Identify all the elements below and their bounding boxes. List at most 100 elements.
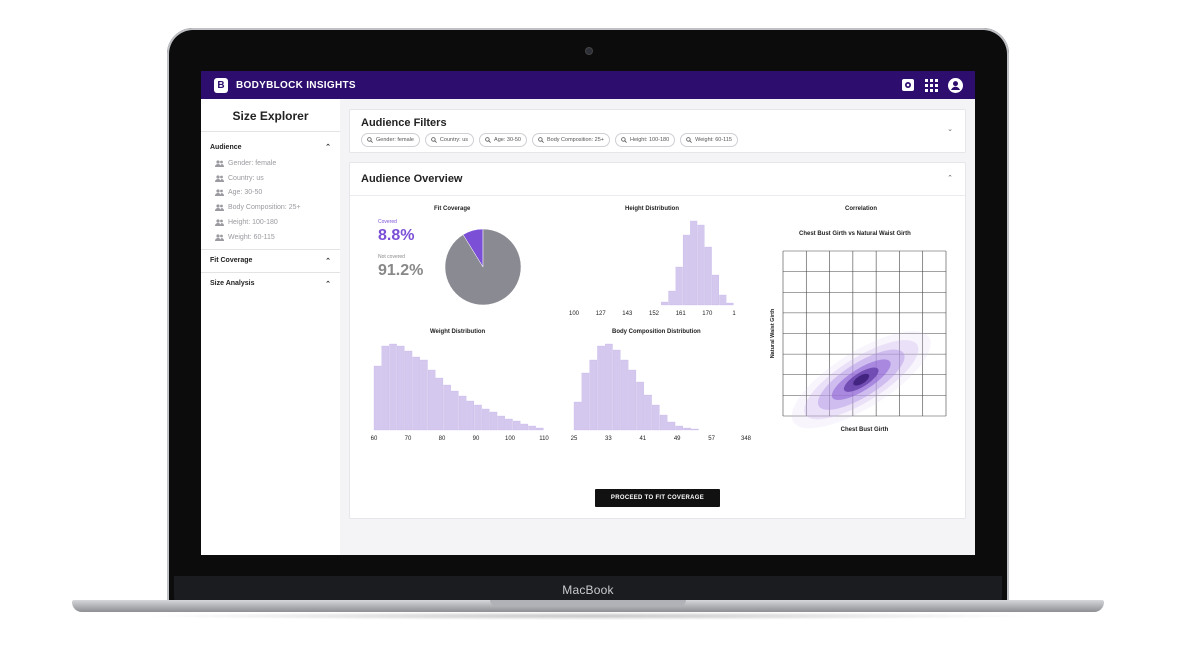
histogram-bar [589, 359, 598, 431]
section-label: Audience [210, 143, 242, 151]
histogram-bar [404, 350, 413, 431]
filter-chip-weight[interactable]: Weight: 60-115 [680, 133, 738, 147]
density-region [853, 373, 870, 386]
chevron-up-icon[interactable]: ⌃ [325, 144, 331, 151]
people-icon [215, 234, 224, 241]
sidebar-item-weight[interactable]: Weight: 60-115 [201, 230, 340, 245]
chip-label: Weight: 60-115 [695, 137, 732, 143]
settings-icon[interactable] [900, 78, 915, 93]
chip-label: Age: 30-50 [494, 137, 521, 143]
tick-label: 80 [439, 436, 446, 442]
histogram-bar [381, 345, 390, 431]
tick-label: 60 [371, 436, 378, 442]
filter-chip-age[interactable]: Age: 30-50 [479, 133, 527, 147]
search-icon [485, 137, 491, 143]
height-distribution-title: Height Distribution [625, 206, 679, 212]
sidebar-title: Size Explorer [232, 109, 309, 123]
sidebar-item-age[interactable]: Age: 30-50 [201, 186, 340, 201]
app-header: B BODYBLOCK INSIGHTS [201, 71, 975, 99]
tick-label: 348 [741, 436, 752, 442]
laptop-base [72, 600, 1104, 612]
device-brand: MacBook [562, 583, 614, 597]
proceed-to-fit-coverage-button[interactable]: PROCEED TO FIT COVERAGE [595, 489, 720, 507]
filter-chip-height[interactable]: Height: 100-180 [615, 133, 676, 147]
histogram-bar [691, 428, 699, 431]
apps-grid-icon[interactable] [924, 78, 939, 93]
filter-chip-country[interactable]: Country: us [424, 133, 475, 147]
tick-label: 90 [473, 436, 480, 442]
people-icon [215, 175, 224, 182]
filter-chip-body-composition[interactable]: Body Composition: 25+ [531, 133, 610, 147]
sidebar-item-gender[interactable]: Gender: female [201, 156, 340, 171]
sidebar-item-label: Weight: 60-115 [228, 233, 275, 241]
filter-chip-gender[interactable]: Gender: female [361, 133, 420, 147]
histogram-bar [682, 234, 690, 306]
search-icon [621, 137, 627, 143]
sidebar-item-label: Gender: female [228, 159, 277, 167]
histogram-bar [466, 400, 475, 431]
histogram-bar [668, 290, 676, 306]
histogram-bar [489, 411, 498, 431]
filter-chips: Gender: female Country: us Age: 30-50 Bo… [361, 133, 738, 147]
tick-label: 161 [676, 311, 687, 317]
tick-label: 41 [639, 436, 646, 442]
tick-label: 143 [622, 311, 633, 317]
histogram-bar [704, 246, 712, 306]
histogram-bar [712, 274, 719, 306]
tick-label: 127 [596, 311, 607, 317]
laptop-notch [490, 600, 686, 606]
chip-label: Height: 100-180 [630, 137, 670, 143]
histogram-bar [397, 345, 405, 431]
sidebar-item-height[interactable]: Height: 100-180 [201, 215, 340, 230]
divider [201, 248, 340, 250]
histogram-bar [520, 423, 529, 431]
correlation-scatter-chart: Chest Bust Girth Natural Waist Girth [770, 250, 947, 433]
tick-label: 33 [605, 436, 612, 442]
sidebar-section-size-analysis[interactable]: Size Analysis ⌃ [201, 277, 340, 291]
chevron-up-icon[interactable]: ⌃ [947, 175, 953, 182]
tick-label: 170 [702, 311, 713, 317]
histogram-bar [528, 425, 536, 431]
histogram-bar [726, 302, 734, 306]
people-icon [215, 160, 224, 167]
histogram-bar [581, 372, 590, 431]
chip-label: Gender: female [376, 137, 414, 143]
sidebar-section-audience[interactable]: Audience ⌃ [201, 140, 340, 154]
sidebar-item-country[interactable]: Country: us [201, 171, 340, 186]
histogram-bar [620, 359, 629, 431]
divider [201, 271, 340, 273]
histogram-bar [667, 421, 676, 431]
app-logo[interactable]: B [214, 77, 228, 93]
sidebar-item-label: Age: 30-50 [228, 189, 263, 197]
histogram-bar [690, 220, 698, 306]
bottom-bezel: MacBook [174, 576, 1002, 602]
body-composition-distribution-chart: 25 33 41 49 57 348 [571, 343, 752, 442]
tick-label: 110 [539, 436, 549, 442]
account-icon[interactable] [948, 77, 963, 93]
x-axis-label: Chest Bust Girth [841, 427, 889, 433]
histogram-bar [605, 343, 613, 431]
chevron-up-icon[interactable]: ⌃ [325, 280, 331, 288]
people-icon [215, 219, 224, 227]
sidebar-section-fit-coverage[interactable]: Fit Coverage ⌃ [201, 254, 340, 268]
histogram-bar [652, 404, 660, 431]
chevron-down-icon[interactable]: ⌄ [947, 126, 953, 133]
base-shadow [140, 612, 1040, 620]
histogram-bar [683, 427, 691, 431]
search-icon [686, 137, 693, 143]
histogram-bar [636, 381, 644, 431]
tick-label: 1 [732, 311, 736, 317]
sidebar: Size Explorer Audience ⌃ Gender: female … [201, 99, 341, 555]
divider [201, 131, 340, 132]
covered-value: 8.8% [378, 227, 415, 244]
body-composition-distribution-title: Body Composition Distribution [612, 329, 701, 335]
not-covered-value: 91.2% [378, 262, 424, 279]
histogram-bar [536, 427, 544, 431]
chevron-up-icon[interactable]: ⌃ [325, 257, 331, 265]
histogram-bar [451, 390, 459, 431]
section-label: Size Analysis [210, 280, 255, 288]
sidebar-item-body-composition[interactable]: Body Composition: 25+ [201, 200, 340, 215]
y-axis-label: Natural Waist Girth [770, 308, 776, 358]
histogram-bar [458, 395, 467, 431]
histogram-bar [435, 377, 444, 431]
